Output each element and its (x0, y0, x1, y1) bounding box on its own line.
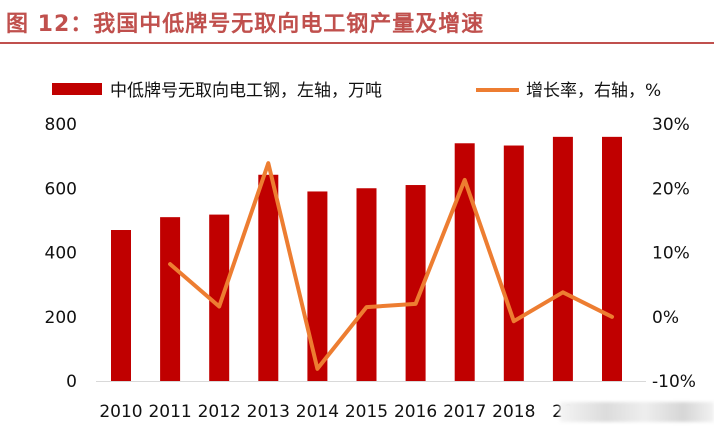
growth-line-series (168, 161, 614, 371)
bar-series (111, 136, 622, 381)
y-left-tick-label: 200 (45, 308, 77, 328)
bar-2020 (602, 136, 622, 381)
x-tick-label: 2010 (99, 402, 142, 422)
y-left-tick-label: 400 (45, 244, 77, 264)
bar-2010 (111, 230, 131, 381)
x-tick-label: 2012 (198, 402, 241, 422)
title-rule (0, 42, 714, 44)
x-tick-label: 2017 (443, 402, 486, 422)
bar-2018 (503, 145, 524, 381)
y-left-tick-label: 800 (45, 115, 77, 135)
bar-2012 (209, 214, 230, 381)
bar-2015 (356, 188, 377, 381)
growth-line (168, 161, 614, 371)
y-left-tick-label: 600 (45, 179, 77, 199)
bar-2017 (454, 143, 475, 381)
x-tick-label: 2013 (247, 402, 290, 422)
y-right-tick-label: 10% (652, 244, 690, 264)
y-right-axis: -10% 0% 10% 20% 30% (652, 115, 696, 392)
y-left-tick-label: 0 (66, 372, 77, 392)
x-tick-label: 2018 (492, 402, 535, 422)
y-left-axis: 0 200 400 600 800 (45, 115, 77, 392)
legend-line-label: 增长率，右轴，% (526, 81, 661, 101)
y-right-tick-label: 0% (652, 308, 679, 328)
x-tick-label: 2016 (394, 402, 437, 422)
legend-bar-swatch (52, 83, 102, 95)
bar-2013 (258, 174, 279, 381)
blurred-watermark (560, 402, 714, 422)
y-right-tick-label: 30% (652, 115, 690, 135)
x-tick-label: 2014 (296, 402, 339, 422)
legend: 中低牌号无取向电工钢，左轴，万吨 增长率，右轴，% (52, 81, 661, 101)
bar-2014 (307, 191, 328, 381)
bar-2019 (552, 136, 573, 381)
x-axis: 20102011201220132014201520162017201820 (99, 402, 573, 422)
x-tick-label: 2015 (345, 402, 388, 422)
bar-2016 (405, 185, 426, 381)
figure-title: 图 12：我国中低牌号无取向电工钢产量及增速 (6, 12, 485, 37)
bar-2011 (160, 217, 181, 381)
y-right-tick-label: -10% (652, 372, 696, 392)
x-tick-label: 2011 (148, 402, 191, 422)
legend-bar-label: 中低牌号无取向电工钢，左轴，万吨 (110, 81, 382, 101)
y-right-tick-label: 20% (652, 179, 690, 199)
